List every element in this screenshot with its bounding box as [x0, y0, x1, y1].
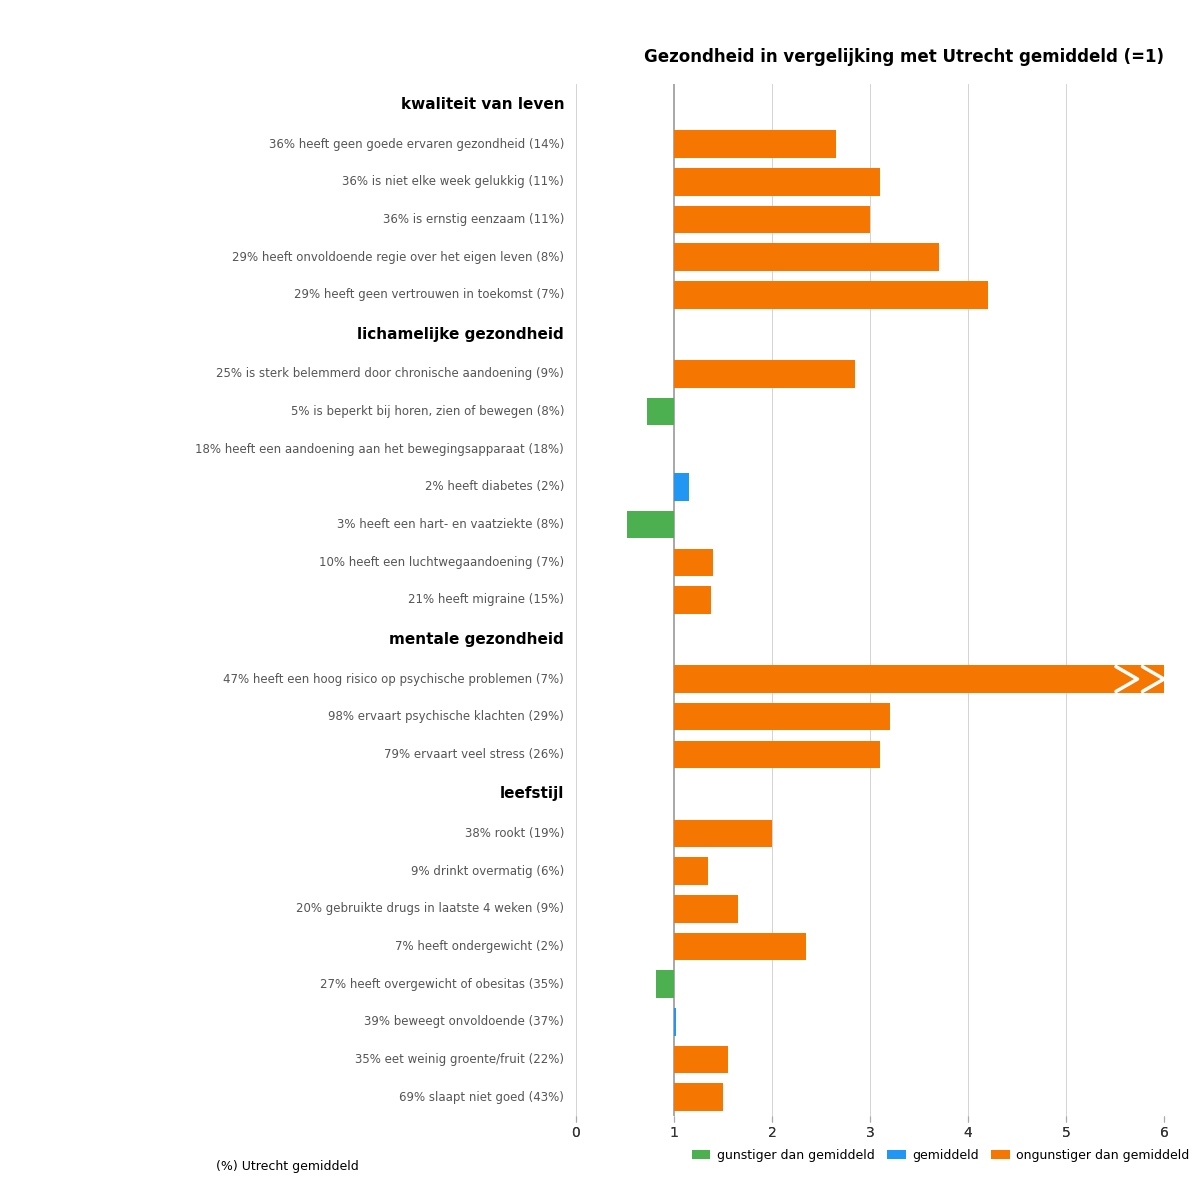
Text: 20% gebruikte drugs in laatste 4 weken (9%): 20% gebruikte drugs in laatste 4 weken (… — [296, 902, 564, 916]
Text: 98% ervaart psychische klachten (29%): 98% ervaart psychische klachten (29%) — [329, 710, 564, 724]
Bar — [674, 932, 806, 960]
Text: 21% heeft migraine (15%): 21% heeft migraine (15%) — [408, 594, 564, 606]
Text: 18% heeft een aandoening aan het bewegingsapparaat (18%): 18% heeft een aandoening aan het bewegin… — [196, 443, 564, 456]
Text: 7% heeft ondergewicht (2%): 7% heeft ondergewicht (2%) — [395, 940, 564, 953]
Text: leefstijl: leefstijl — [500, 786, 564, 802]
Bar — [674, 895, 738, 923]
Bar — [674, 665, 1164, 692]
Bar — [674, 281, 988, 308]
Bar — [656, 971, 674, 998]
Legend: gunstiger dan gemiddeld, gemiddeld, ongunstiger dan gemiddeld: gunstiger dan gemiddeld, gemiddeld, ongu… — [686, 1144, 1194, 1166]
Text: 47% heeft een hoog risico op psychische problemen (7%): 47% heeft een hoog risico op psychische … — [223, 672, 564, 685]
Text: 5% is beperkt bij horen, zien of bewegen (8%): 5% is beperkt bij horen, zien of bewegen… — [290, 406, 564, 418]
Text: mentale gezondheid: mentale gezondheid — [390, 632, 564, 647]
Text: 36% heeft geen goede ervaren gezondheid (14%): 36% heeft geen goede ervaren gezondheid … — [269, 138, 564, 151]
Text: 29% heeft onvoldoende regie over het eigen leven (8%): 29% heeft onvoldoende regie over het eig… — [233, 251, 564, 264]
Bar — [674, 820, 772, 847]
Bar — [674, 740, 880, 768]
Text: 79% ervaart veel stress (26%): 79% ervaart veel stress (26%) — [384, 748, 564, 761]
Bar — [674, 548, 713, 576]
Text: 39% beweegt onvoldoende (37%): 39% beweegt onvoldoende (37%) — [365, 1015, 564, 1028]
Bar — [674, 1008, 676, 1036]
Text: 27% heeft overgewicht of obesitas (35%): 27% heeft overgewicht of obesitas (35%) — [320, 978, 564, 991]
Bar — [674, 168, 880, 196]
Bar — [674, 1084, 722, 1111]
Text: 25% is sterk belemmerd door chronische aandoening (9%): 25% is sterk belemmerd door chronische a… — [216, 367, 564, 380]
Text: 69% slaapt niet goed (43%): 69% slaapt niet goed (43%) — [400, 1091, 564, 1104]
Bar — [674, 703, 889, 731]
Text: 29% heeft geen vertrouwen in toekomst (7%): 29% heeft geen vertrouwen in toekomst (7… — [294, 288, 564, 301]
Text: 10% heeft een luchtwegaandoening (7%): 10% heeft een luchtwegaandoening (7%) — [319, 556, 564, 569]
Bar — [647, 398, 674, 425]
Bar — [674, 205, 870, 233]
Text: (%) Utrecht gemiddeld: (%) Utrecht gemiddeld — [216, 1160, 359, 1172]
Text: 36% is ernstig eenzaam (11%): 36% is ernstig eenzaam (11%) — [383, 214, 564, 226]
Text: 38% rookt (19%): 38% rookt (19%) — [464, 827, 564, 840]
Text: 35% eet weinig groente/fruit (22%): 35% eet weinig groente/fruit (22%) — [355, 1052, 564, 1066]
Text: lichamelijke gezondheid: lichamelijke gezondheid — [358, 326, 564, 342]
Text: kwaliteit van leven: kwaliteit van leven — [401, 97, 564, 112]
Text: 9% drinkt overmatig (6%): 9% drinkt overmatig (6%) — [410, 864, 564, 877]
Bar — [674, 857, 708, 884]
Text: 2% heeft diabetes (2%): 2% heeft diabetes (2%) — [425, 480, 564, 493]
Bar — [674, 587, 712, 613]
Bar — [674, 131, 835, 158]
Bar — [674, 1045, 728, 1073]
Bar — [674, 360, 856, 388]
Text: 36% is niet elke week gelukkig (11%): 36% is niet elke week gelukkig (11%) — [342, 175, 564, 188]
Text: 3% heeft een hart- en vaatziekte (8%): 3% heeft een hart- en vaatziekte (8%) — [337, 518, 564, 532]
Bar — [626, 511, 674, 539]
Bar — [674, 473, 689, 500]
Text: Gezondheid in vergelijking met Utrecht gemiddeld (=1): Gezondheid in vergelijking met Utrecht g… — [644, 48, 1164, 66]
Bar — [674, 244, 938, 271]
